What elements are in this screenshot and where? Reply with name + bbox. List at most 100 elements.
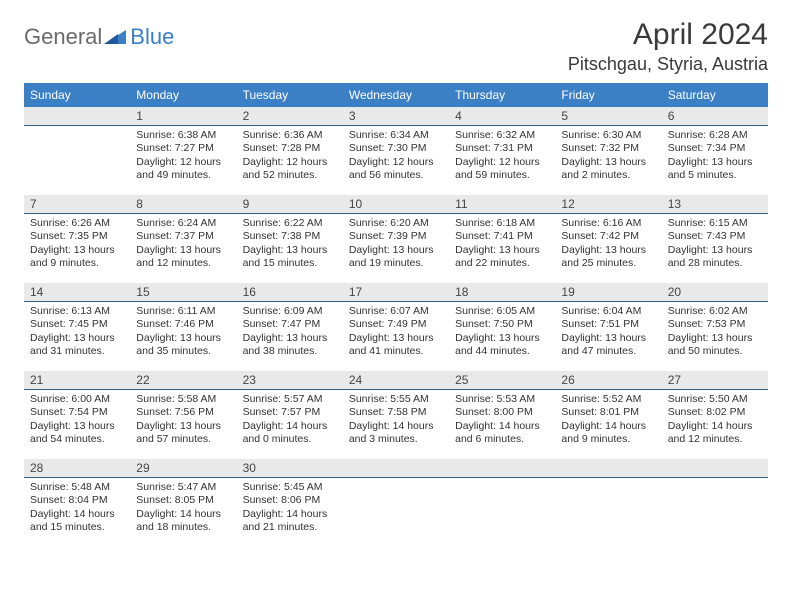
header: General Blue April 2024 Pitschgau, Styri… bbox=[24, 18, 768, 75]
sunrise-text: Sunrise: 5:45 AM bbox=[243, 481, 337, 494]
sunrise-text: Sunrise: 5:50 AM bbox=[668, 393, 762, 406]
calendar-cell: 24Sunrise: 5:55 AMSunset: 7:58 PMDayligh… bbox=[343, 371, 449, 459]
sunset-text: Sunset: 7:58 PM bbox=[349, 406, 443, 419]
cell-body: Sunrise: 6:07 AMSunset: 7:49 PMDaylight:… bbox=[343, 302, 449, 365]
sunset-text: Sunset: 7:51 PM bbox=[561, 318, 655, 331]
sunset-text: Sunset: 8:00 PM bbox=[455, 406, 549, 419]
sunrise-text: Sunrise: 6:28 AM bbox=[668, 129, 762, 142]
calendar-table: SundayMondayTuesdayWednesdayThursdayFrid… bbox=[24, 83, 768, 547]
day-number: 10 bbox=[343, 195, 449, 214]
calendar-cell: 8Sunrise: 6:24 AMSunset: 7:37 PMDaylight… bbox=[130, 195, 236, 283]
calendar-cell: 3Sunrise: 6:34 AMSunset: 7:30 PMDaylight… bbox=[343, 107, 449, 195]
cell-body: Sunrise: 6:24 AMSunset: 7:37 PMDaylight:… bbox=[130, 214, 236, 277]
sunset-text: Sunset: 8:01 PM bbox=[561, 406, 655, 419]
day-number: 27 bbox=[662, 371, 768, 390]
cell-body: Sunrise: 6:34 AMSunset: 7:30 PMDaylight:… bbox=[343, 126, 449, 189]
daylight-text: Daylight: 13 hours and 31 minutes. bbox=[30, 332, 124, 359]
daylight-text: Daylight: 13 hours and 15 minutes. bbox=[243, 244, 337, 271]
calendar-cell: 15Sunrise: 6:11 AMSunset: 7:46 PMDayligh… bbox=[130, 283, 236, 371]
cell-body: Sunrise: 5:47 AMSunset: 8:05 PMDaylight:… bbox=[130, 478, 236, 541]
sunset-text: Sunset: 7:37 PM bbox=[136, 230, 230, 243]
weekday-header: Wednesday bbox=[343, 83, 449, 107]
sunset-text: Sunset: 7:31 PM bbox=[455, 142, 549, 155]
calendar-cell: 11Sunrise: 6:18 AMSunset: 7:41 PMDayligh… bbox=[449, 195, 555, 283]
sunset-text: Sunset: 7:35 PM bbox=[30, 230, 124, 243]
sunrise-text: Sunrise: 6:02 AM bbox=[668, 305, 762, 318]
sunrise-text: Sunrise: 6:18 AM bbox=[455, 217, 549, 230]
cell-body: Sunrise: 6:38 AMSunset: 7:27 PMDaylight:… bbox=[130, 126, 236, 189]
day-number: 28 bbox=[24, 459, 130, 478]
cell-body: Sunrise: 6:04 AMSunset: 7:51 PMDaylight:… bbox=[555, 302, 661, 365]
sunset-text: Sunset: 7:45 PM bbox=[30, 318, 124, 331]
cell-body bbox=[24, 126, 130, 135]
sunset-text: Sunset: 7:41 PM bbox=[455, 230, 549, 243]
sunset-text: Sunset: 7:34 PM bbox=[668, 142, 762, 155]
sunrise-text: Sunrise: 5:58 AM bbox=[136, 393, 230, 406]
sunrise-text: Sunrise: 6:32 AM bbox=[455, 129, 549, 142]
daylight-text: Daylight: 13 hours and 35 minutes. bbox=[136, 332, 230, 359]
daylight-text: Daylight: 13 hours and 54 minutes. bbox=[30, 420, 124, 447]
month-title: April 2024 bbox=[568, 18, 768, 52]
sunrise-text: Sunrise: 5:48 AM bbox=[30, 481, 124, 494]
day-number: 17 bbox=[343, 283, 449, 302]
title-block: April 2024 Pitschgau, Styria, Austria bbox=[568, 18, 768, 75]
calendar-cell: 9Sunrise: 6:22 AMSunset: 7:38 PMDaylight… bbox=[237, 195, 343, 283]
day-number: 14 bbox=[24, 283, 130, 302]
day-number: 15 bbox=[130, 283, 236, 302]
calendar-cell: 27Sunrise: 5:50 AMSunset: 8:02 PMDayligh… bbox=[662, 371, 768, 459]
calendar-cell: 28 Sunrise: 5:48 AMSunset: 8:04 PMDayligh… bbox=[24, 459, 130, 547]
cell-body: Sunrise: 5:52 AMSunset: 8:01 PMDaylight:… bbox=[555, 390, 661, 453]
sunrise-text: Sunrise: 6:04 AM bbox=[561, 305, 655, 318]
day-number: 23 bbox=[237, 371, 343, 390]
weekday-header: Monday bbox=[130, 83, 236, 107]
daylight-text: Daylight: 13 hours and 2 minutes. bbox=[561, 156, 655, 183]
day-number bbox=[24, 107, 130, 126]
sunrise-text: Sunrise: 6:11 AM bbox=[136, 305, 230, 318]
day-number: 21 bbox=[24, 371, 130, 390]
day-number: 25 bbox=[449, 371, 555, 390]
daylight-text: Daylight: 14 hours and 3 minutes. bbox=[349, 420, 443, 447]
calendar-cell: 25Sunrise: 5:53 AMSunset: 8:00 PMDayligh… bbox=[449, 371, 555, 459]
sunset-text: Sunset: 8:04 PM bbox=[30, 494, 124, 507]
calendar-cell: 13Sunrise: 6:15 AMSunset: 7:43 PMDayligh… bbox=[662, 195, 768, 283]
sunset-text: Sunset: 7:57 PM bbox=[243, 406, 337, 419]
day-number bbox=[449, 459, 555, 478]
daylight-text: Daylight: 14 hours and 18 minutes. bbox=[136, 508, 230, 535]
cell-body bbox=[662, 478, 768, 487]
calendar-cell: 10Sunrise: 6:20 AMSunset: 7:39 PMDayligh… bbox=[343, 195, 449, 283]
cell-body: Sunrise: 6:15 AMSunset: 7:43 PMDaylight:… bbox=[662, 214, 768, 277]
cell-body: Sunrise: 5:57 AMSunset: 7:57 PMDaylight:… bbox=[237, 390, 343, 453]
sunset-text: Sunset: 7:32 PM bbox=[561, 142, 655, 155]
cell-body bbox=[555, 478, 661, 487]
logo-text-general: General bbox=[24, 24, 102, 50]
cell-body: Sunrise: 6:02 AMSunset: 7:53 PMDaylight:… bbox=[662, 302, 768, 365]
daylight-text: Daylight: 14 hours and 21 minutes. bbox=[243, 508, 337, 535]
calendar-week-row: 21Sunrise: 6:00 AMSunset: 7:54 PMDayligh… bbox=[24, 371, 768, 459]
sunset-text: Sunset: 7:56 PM bbox=[136, 406, 230, 419]
sunset-text: Sunset: 8:06 PM bbox=[243, 494, 337, 507]
day-number: 3 bbox=[343, 107, 449, 126]
daylight-text: Daylight: 12 hours and 52 minutes. bbox=[243, 156, 337, 183]
calendar-cell: 7Sunrise: 6:26 AMSunset: 7:35 PMDaylight… bbox=[24, 195, 130, 283]
sunset-text: Sunset: 8:02 PM bbox=[668, 406, 762, 419]
calendar-cell: 4Sunrise: 6:32 AMSunset: 7:31 PMDaylight… bbox=[449, 107, 555, 195]
cell-body bbox=[343, 478, 449, 487]
daylight-text: Daylight: 14 hours and 6 minutes. bbox=[455, 420, 549, 447]
daylight-text: Daylight: 14 hours and 9 minutes. bbox=[561, 420, 655, 447]
cell-body: Sunrise: 6:00 AMSunset: 7:54 PMDaylight:… bbox=[24, 390, 130, 453]
day-number bbox=[555, 459, 661, 478]
calendar-week-row: 1Sunrise: 6:38 AMSunset: 7:27 PMDaylight… bbox=[24, 107, 768, 195]
day-number: 7 bbox=[24, 195, 130, 214]
daylight-text: Daylight: 13 hours and 41 minutes. bbox=[349, 332, 443, 359]
daylight-text: Daylight: 14 hours and 15 minutes. bbox=[30, 508, 124, 535]
day-number: 4 bbox=[449, 107, 555, 126]
day-number: 18 bbox=[449, 283, 555, 302]
cell-body bbox=[449, 478, 555, 487]
day-number: 8 bbox=[130, 195, 236, 214]
day-number: 9 bbox=[237, 195, 343, 214]
cell-body: Sunrise: 6:09 AMSunset: 7:47 PMDaylight:… bbox=[237, 302, 343, 365]
cell-body: Sunrise: 6:32 AMSunset: 7:31 PMDaylight:… bbox=[449, 126, 555, 189]
daylight-text: Daylight: 13 hours and 5 minutes. bbox=[668, 156, 762, 183]
cell-body: Sunrise: 6:28 AMSunset: 7:34 PMDaylight:… bbox=[662, 126, 768, 189]
sunrise-text: Sunrise: 6:16 AM bbox=[561, 217, 655, 230]
